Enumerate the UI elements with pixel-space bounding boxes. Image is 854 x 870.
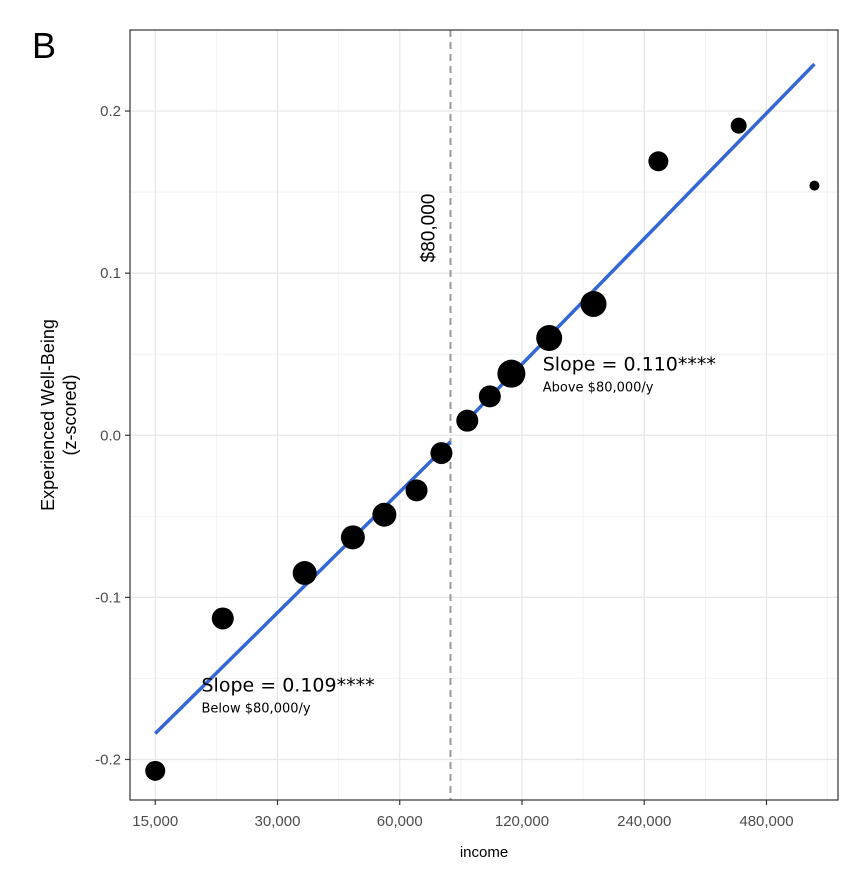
y-axis-title-line: (z-scored) [60,374,80,455]
data-point [292,561,317,586]
y-tick-label: 0.0 [100,427,121,444]
x-tick-label: 240,000 [617,813,671,830]
data-point [580,290,607,317]
data-point [456,409,479,432]
x-tick-label: 60,000 [377,813,423,830]
x-tick-label: 480,000 [739,813,793,830]
data-point [648,151,669,172]
fit-line-below [154,440,452,735]
y-tick-label: -0.1 [95,589,121,606]
data-point [340,525,365,550]
data-points [145,117,820,781]
data-point [730,117,747,134]
panel-letter: B [32,25,56,66]
data-point [497,359,526,388]
grid-major [130,30,838,800]
fit-line-above [464,62,816,424]
x-tick-label: 30,000 [255,813,301,830]
slope-above-label: Slope = 0.110**** [543,353,716,375]
data-point [478,385,501,408]
y-tick-label: -0.2 [95,751,121,768]
y-axis-title-line: Experienced Well-Being [38,319,58,511]
reference-line-group: $80,000 [418,30,452,800]
x-axis-title: income [460,844,508,861]
data-point [809,180,820,191]
y-axis: -0.2 -0.1 0.0 0.1 0.2 [95,103,130,768]
data-point [536,325,563,351]
data-point [430,442,453,465]
data-point [372,502,397,527]
data-point [405,479,428,502]
slope-annotations: Slope = 0.110**** Above $80,000/y Slope = … [202,353,716,716]
y-tick-label: 0.1 [100,265,121,282]
data-point [211,607,234,630]
slope-below-sublabel: Below $80,000/y [202,701,311,716]
plot-frame [129,29,839,801]
fit-lines [154,62,816,735]
x-axis: 15,000 30,000 60,000 120,000 240,000 480,000 [132,800,794,830]
y-axis-title: Experienced Well-Being (z-scored) [38,319,80,511]
y-tick-label: 0.2 [100,103,121,120]
slope-above-sublabel: Above $80,000/y [543,380,654,395]
slope-below-label: Slope = 0.109**** [202,674,375,696]
x-tick-label: 15,000 [132,813,178,830]
data-point [145,760,166,781]
reference-line-label: $80,000 [418,194,439,263]
x-tick-label: 120,000 [495,813,549,830]
